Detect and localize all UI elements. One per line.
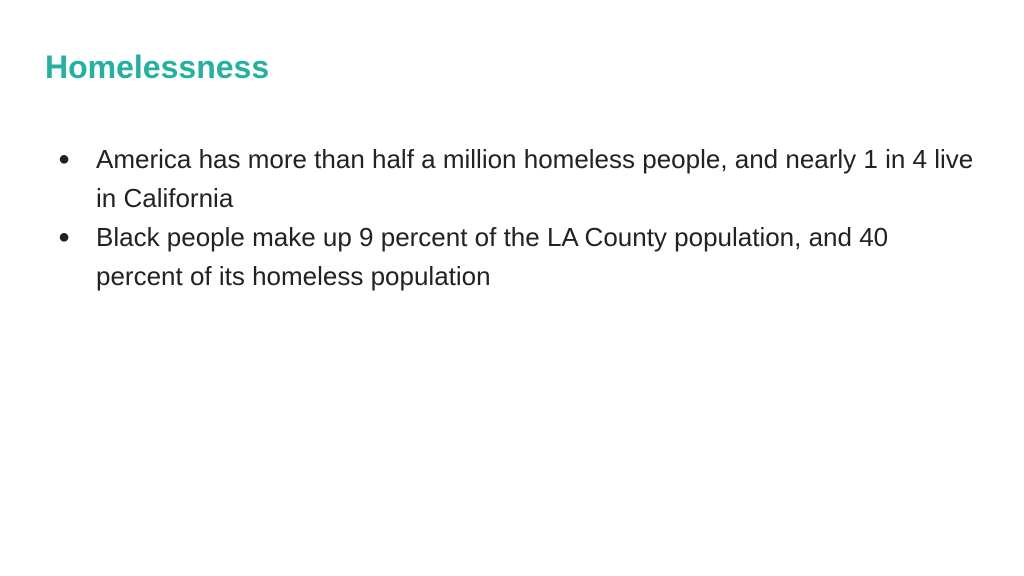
bullet-text: Black people make up 9 percent of the LA… bbox=[96, 222, 889, 291]
bullet-list: ● America has more than half a million h… bbox=[54, 140, 974, 296]
bullet-text: America has more than half a million hom… bbox=[96, 144, 974, 213]
bullet-dot-icon: ● bbox=[58, 148, 71, 170]
slide-title: Homelessness bbox=[45, 49, 270, 85]
bullet-item: ● Black people make up 9 percent of the … bbox=[54, 218, 974, 296]
bullet-item: ● America has more than half a million h… bbox=[54, 140, 974, 218]
bullet-dot-icon: ● bbox=[58, 226, 71, 248]
